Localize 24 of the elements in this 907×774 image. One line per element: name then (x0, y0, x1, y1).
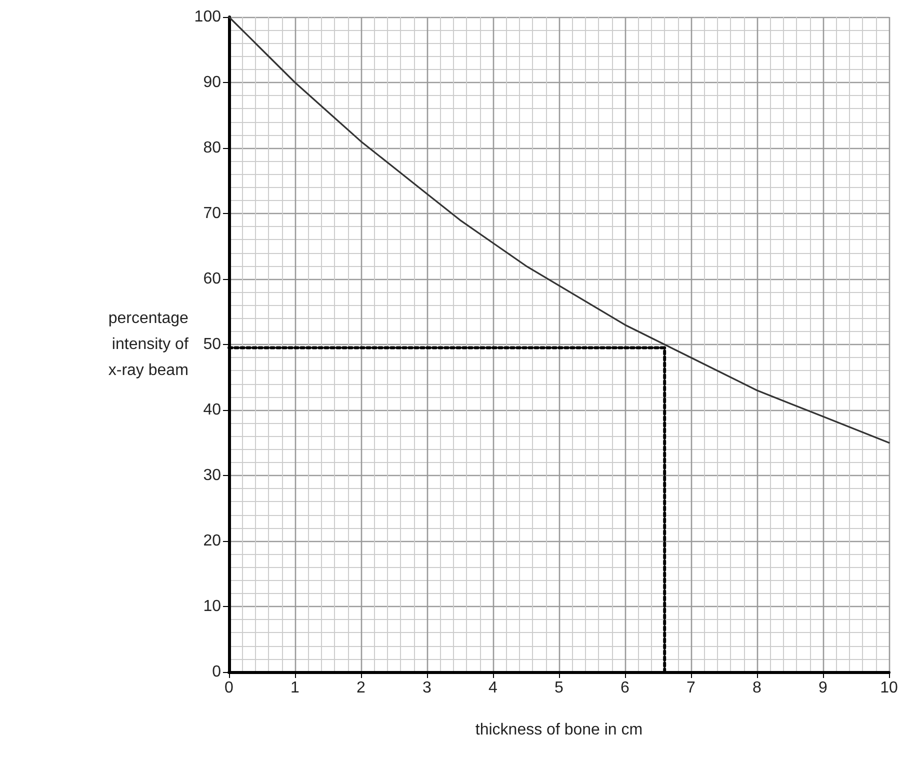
x-tick-label: 4 (488, 680, 498, 696)
x-tick-label: 3 (422, 680, 432, 696)
y-axis-title: percentage intensity of x-ray beam (108, 310, 189, 379)
x-tick-label: 2 (356, 680, 366, 696)
y-tick-label: 10 (203, 598, 222, 615)
y-tick-label: 20 (203, 532, 222, 550)
y-tick-label: 60 (203, 270, 222, 288)
x-tick-label: 6 (620, 680, 630, 696)
y-tick-label: 0 (212, 664, 222, 680)
x-axis-title: thickness of bone in cm (475, 722, 643, 738)
y-tick-label: 30 (203, 467, 222, 484)
x-tick-label: 8 (752, 680, 762, 696)
x-tick-label: 1 (290, 680, 300, 696)
x-tick-label: 9 (818, 680, 828, 696)
y-tick-label: 50 (203, 336, 222, 353)
x-tick-label: 0 (224, 680, 234, 696)
y-tick-label: 80 (203, 140, 222, 156)
y-tick-label: 100 (194, 8, 222, 26)
x-tick-label: 7 (686, 680, 696, 696)
x-tick-label: 5 (554, 680, 564, 696)
y-tick-label: 40 (203, 402, 222, 418)
x-tick-label: 10 (880, 680, 898, 696)
y-tick-label: 70 (203, 205, 222, 222)
y-tick-label: 90 (203, 74, 222, 91)
